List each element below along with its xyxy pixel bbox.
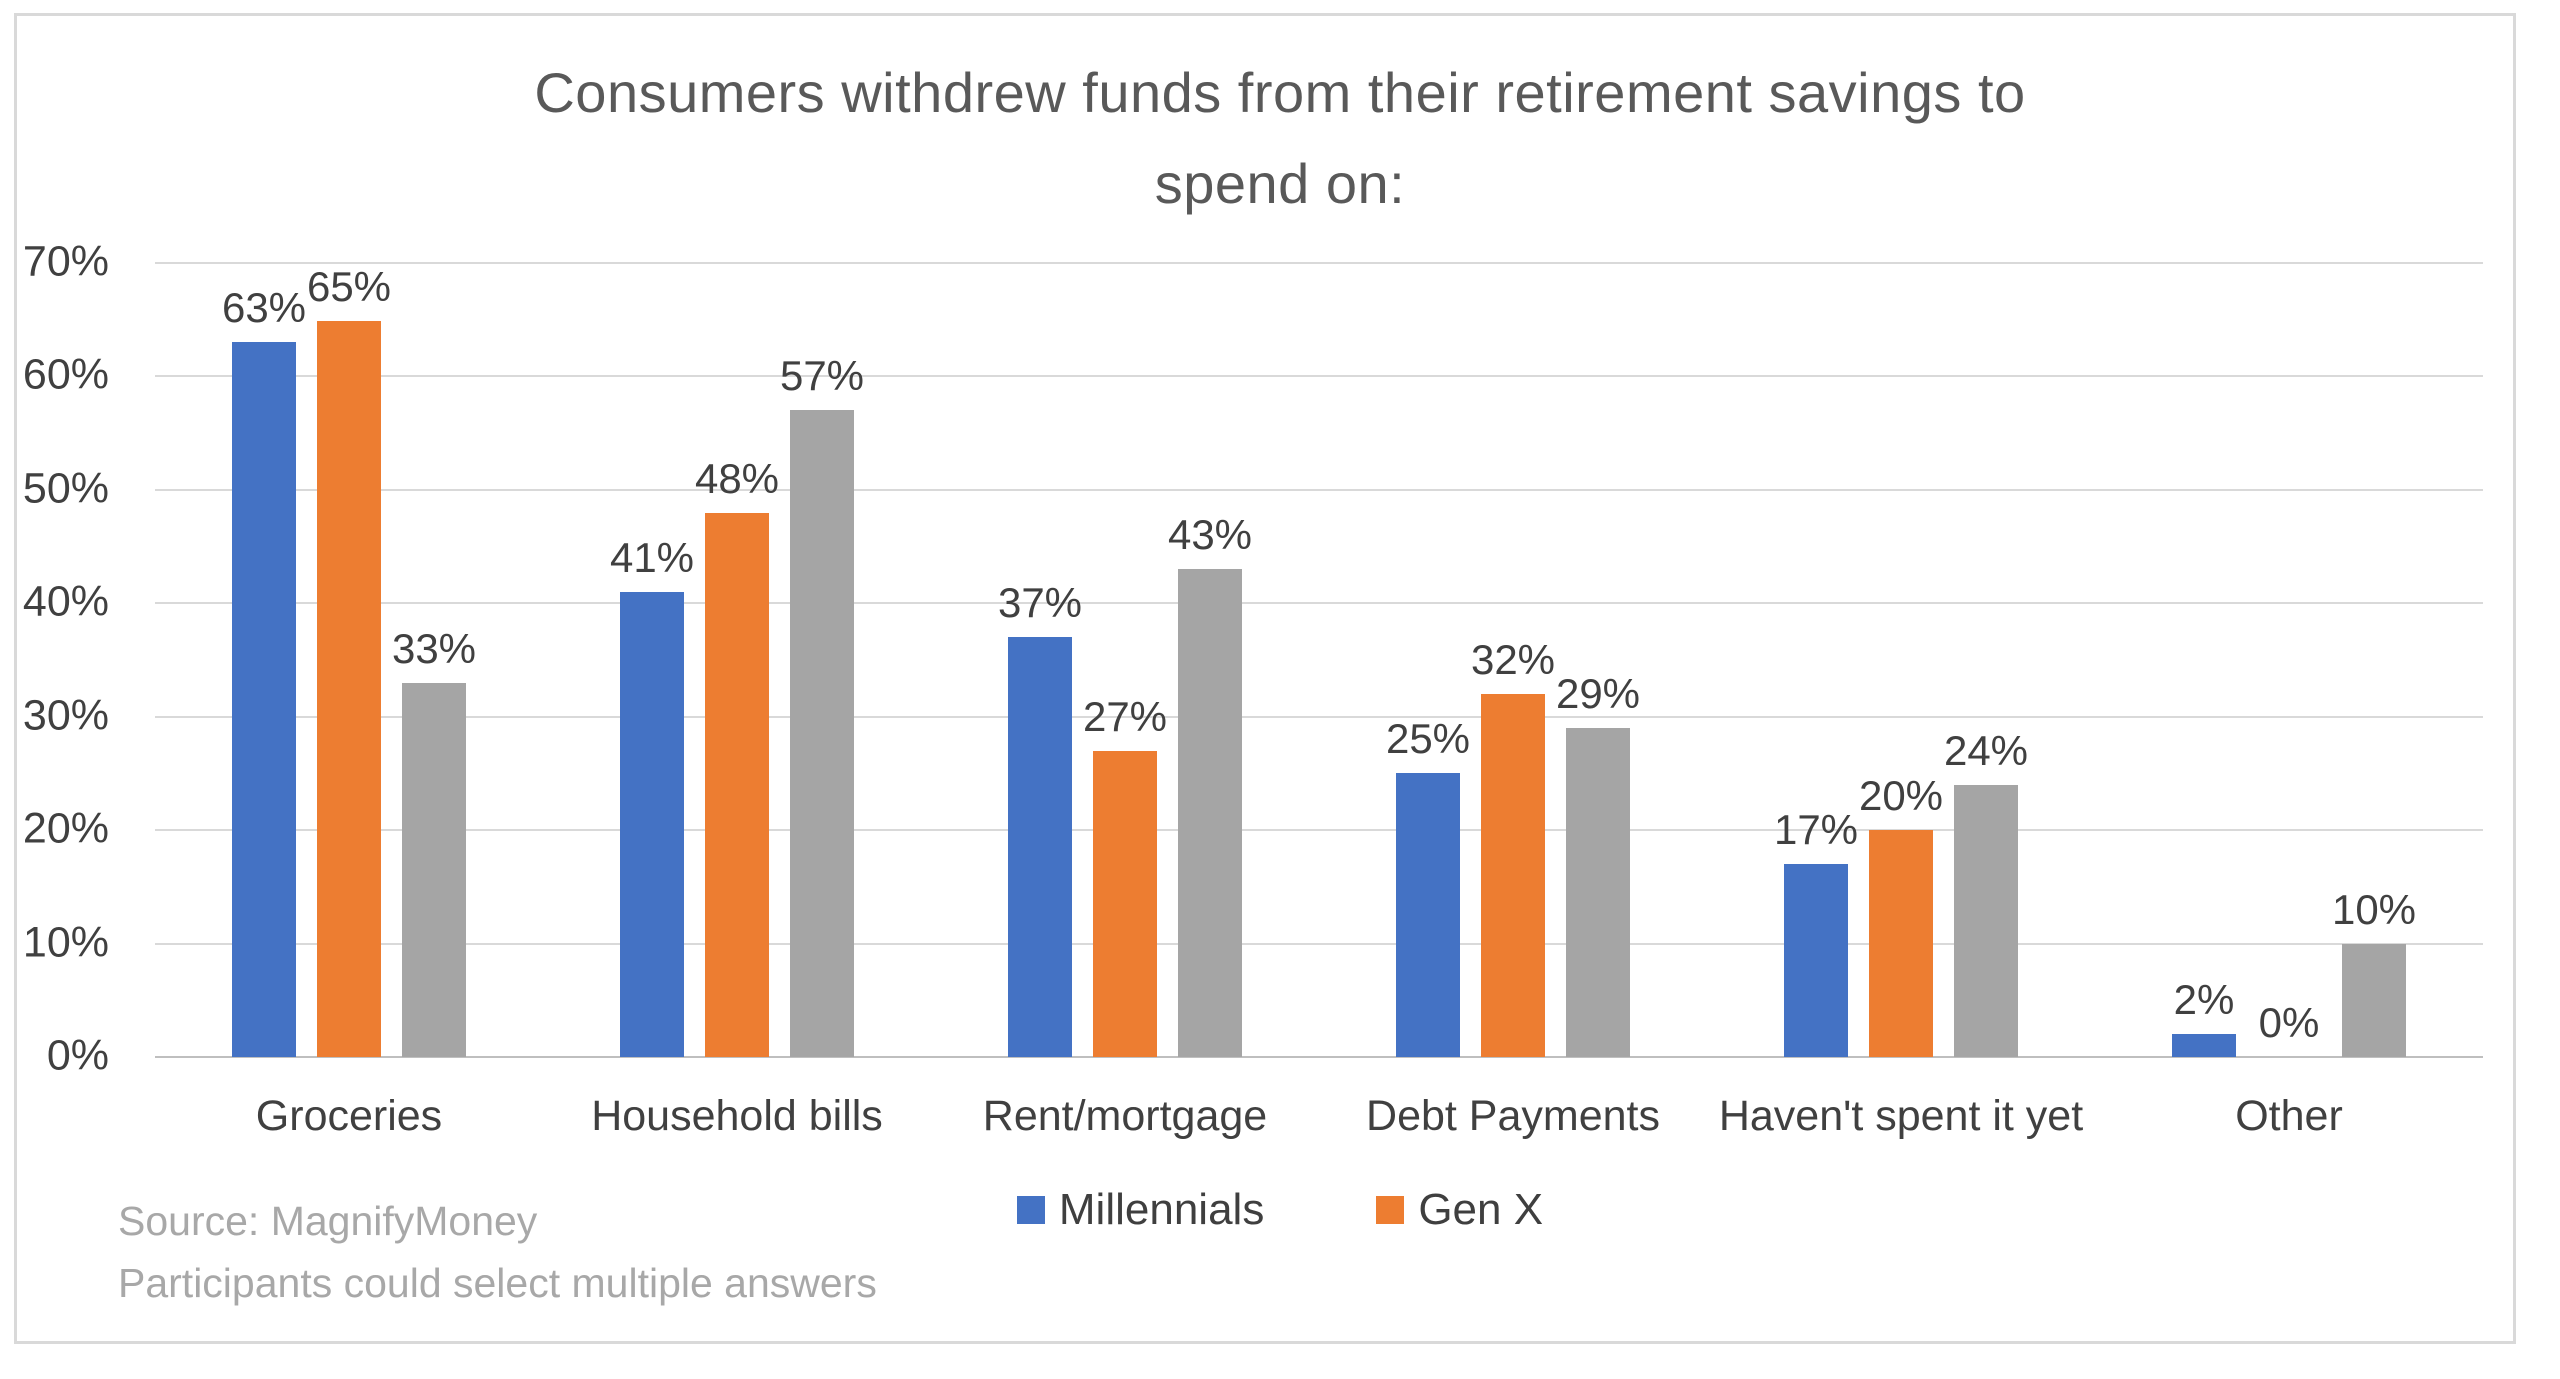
bar-gray-other — [2342, 943, 2406, 1057]
y-tick-label: 20% — [22, 804, 109, 853]
legend-swatch-icon-gen-x — [1376, 1196, 1405, 1224]
data-label-gray-rent-mortgage: 43% — [1167, 511, 1253, 559]
category-label-household-bills: Household bills — [591, 1092, 883, 1140]
bar-gray-debt-payments — [1566, 728, 1630, 1057]
y-tick-label: 70% — [22, 237, 109, 286]
y-tick-label: 30% — [22, 691, 109, 740]
bar-millennials-household-bills — [620, 591, 684, 1057]
bar-gen-x-household-bills — [705, 512, 769, 1057]
gridline — [155, 715, 2483, 718]
footnote-note: Participants could select multiple answe… — [118, 1260, 877, 1307]
bar-gray-rent-mortgage — [1178, 569, 1242, 1057]
data-label-gen-x-haven-t-spent-it-yet: 20% — [1858, 772, 1944, 820]
bar-column-gen-x-groceries: 65% — [307, 263, 391, 1057]
gridline — [155, 488, 2483, 491]
category-label-rent-mortgage: Rent/mortgage — [982, 1092, 1268, 1140]
bar-column-millennials-groceries: 63% — [222, 263, 306, 1057]
bar-gen-x-groceries — [317, 321, 381, 1057]
gridline — [155, 262, 2483, 264]
data-label-gen-x-household-bills: 48% — [694, 454, 780, 502]
data-label-gray-groceries: 33% — [391, 624, 477, 672]
legend-swatch-icon-millennials — [1016, 1196, 1045, 1224]
bar-column-millennials-rent-mortgage: 37% — [998, 263, 1082, 1057]
bar-column-gray-other: 10% — [2332, 263, 2416, 1057]
bar-group-rent-mortgage: 37% 27% 43% — [998, 263, 1252, 1057]
y-tick-label: 10% — [22, 918, 109, 967]
gridline — [155, 602, 2483, 605]
legend-label-millennials: Millennials — [1058, 1185, 1265, 1234]
category-label-groceries: Groceries — [255, 1092, 443, 1140]
chart-title: Consumers withdrew funds from their reti… — [0, 48, 2560, 229]
bar-millennials-rent-mortgage — [1008, 637, 1072, 1057]
bar-gen-x-rent-mortgage — [1093, 750, 1157, 1057]
data-label-gen-x-other: 0% — [2258, 999, 2320, 1046]
bar-group-other: 2% 0% 10% — [2172, 263, 2416, 1057]
data-label-gray-haven-t-spent-it-yet: 24% — [1943, 726, 2029, 774]
chart-title-line-2: spend on: — [1154, 151, 1406, 215]
y-tick-label: 40% — [22, 577, 109, 626]
data-label-gen-x-debt-payments: 32% — [1470, 636, 1556, 684]
category-label-debt-payments: Debt Payments — [1366, 1092, 1660, 1140]
bar-groups: 63% 65% 33% 41% 48% 57% 37% 27% 43% 25% 32% 29% 17% 2… — [155, 263, 2483, 1057]
y-tick-label: 60% — [22, 350, 109, 399]
chart-frame — [14, 13, 2516, 1344]
bar-column-gen-x-rent-mortgage: 27% — [1083, 263, 1167, 1057]
data-label-millennials-debt-payments: 25% — [1385, 715, 1471, 763]
gridline — [155, 375, 2483, 378]
legend-label-gen-x: Gen X — [1418, 1185, 1544, 1234]
data-label-millennials-haven-t-spent-it-yet: 17% — [1773, 806, 1859, 854]
data-label-gen-x-groceries: 65% — [306, 263, 392, 310]
footnote-source: Source: MagnifyMoney — [118, 1198, 538, 1244]
bar-gray-groceries — [402, 682, 466, 1057]
chart-title-line-1: Consumers withdrew funds from their reti… — [534, 61, 2026, 124]
footnotes: Source: MagnifyMoney Participants could … — [118, 1190, 877, 1315]
data-label-gray-other: 10% — [2331, 885, 2417, 933]
bar-column-gray-debt-payments: 29% — [1556, 263, 1640, 1057]
bar-gray-household-bills — [790, 410, 854, 1057]
plot-area: 0% 10% 20% 30% 40% 50% 60% 70% 63% 65% 33% 41% 48% 5… — [23, 238, 2483, 1080]
data-label-millennials-groceries: 63% — [221, 284, 307, 332]
x-axis-category-labels: Groceries Household bills Rent/mortgage Deb… — [155, 1092, 2483, 1141]
bar-group-debt-payments: 25% 32% 29% — [1386, 263, 1640, 1057]
bar-column-millennials-debt-payments: 25% — [1386, 263, 1470, 1057]
bar-gen-x-debt-payments — [1481, 694, 1545, 1057]
bar-gen-x-haven-t-spent-it-yet — [1869, 830, 1933, 1057]
data-label-gray-household-bills: 57% — [779, 352, 865, 400]
bar-millennials-other — [2172, 1034, 2236, 1057]
data-label-gray-debt-payments: 29% — [1555, 670, 1641, 718]
bar-millennials-haven-t-spent-it-yet — [1784, 864, 1848, 1057]
bar-column-gray-groceries: 33% — [392, 263, 476, 1057]
bar-column-gen-x-haven-t-spent-it-yet: 20% — [1859, 263, 1943, 1057]
bar-column-gray-household-bills: 57% — [780, 263, 864, 1057]
category-label-haven-t-spent-it-yet: Haven't spent it yet — [1718, 1092, 2084, 1140]
gridline — [155, 942, 2483, 945]
y-tick-label: 50% — [22, 464, 109, 513]
bar-group-groceries: 63% 65% 33% — [222, 263, 476, 1057]
category-label-other: Other — [2235, 1092, 2343, 1140]
data-label-millennials-household-bills: 41% — [609, 533, 695, 581]
gridline — [155, 829, 2483, 832]
y-tick-label: 0% — [46, 1031, 109, 1080]
bar-gray-haven-t-spent-it-yet — [1954, 784, 2018, 1057]
bar-millennials-debt-payments — [1396, 773, 1460, 1057]
legend-item-gen-x: Gen X — [1376, 1185, 1543, 1235]
data-label-millennials-rent-mortgage: 37% — [997, 579, 1083, 627]
bar-column-gray-haven-t-spent-it-yet: 24% — [1944, 263, 2028, 1057]
legend-item-millennials: Millennials — [1016, 1185, 1265, 1235]
bar-column-millennials-haven-t-spent-it-yet: 17% — [1774, 263, 1858, 1057]
data-label-gen-x-rent-mortgage: 27% — [1082, 692, 1168, 740]
bar-column-millennials-household-bills: 41% — [610, 263, 694, 1057]
legend: Millennials Gen X — [0, 1185, 2560, 1235]
bar-group-haven-t-spent-it-yet: 17% 20% 24% — [1774, 263, 2028, 1057]
bar-column-gray-rent-mortgage: 43% — [1168, 263, 1252, 1057]
bar-column-gen-x-other: 0% — [2257, 263, 2321, 1057]
bar-column-millennials-other: 2% — [2172, 263, 2236, 1057]
bar-column-gen-x-debt-payments: 32% — [1471, 263, 1555, 1057]
bar-column-gen-x-household-bills: 48% — [695, 263, 779, 1057]
x-axis-line — [155, 1056, 2483, 1058]
bar-group-household-bills: 41% 48% 57% — [610, 263, 864, 1057]
data-label-millennials-other: 2% — [2173, 976, 2235, 1024]
bar-millennials-groceries — [232, 342, 296, 1057]
